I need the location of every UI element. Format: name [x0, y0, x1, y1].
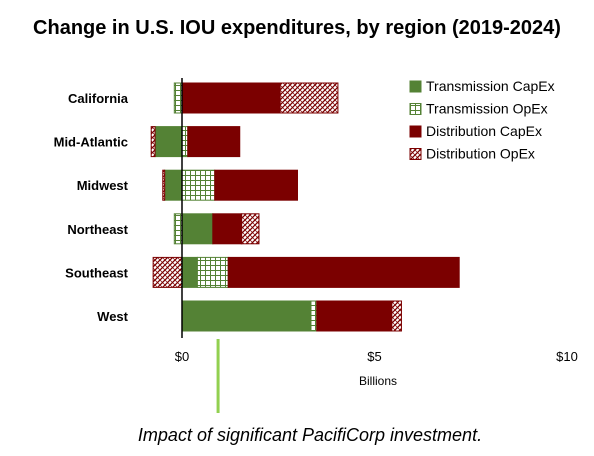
legend-label-distribution-opex: Distribution OpEx [426, 146, 535, 162]
x-tick-label: $10 [556, 349, 578, 364]
legend-swatch-transmission-opex [409, 103, 422, 115]
bar-west-distribution-opex [391, 300, 402, 332]
category-labels: California Mid-Atlantic Midwest Northeast So… [54, 91, 129, 324]
bar-california-distribution-capex [181, 82, 281, 114]
bar-mid-atlantic-distribution-capex [187, 126, 241, 158]
chart-title: Change in U.S. IOU expenditures, by regi… [33, 17, 561, 39]
bar-midwest-transmission-opex [181, 169, 216, 201]
bar-southeast-transmission-capex [181, 256, 198, 288]
legend-swatch-distribution-opex [409, 148, 422, 160]
bar-midwest-distribution-opex [162, 169, 166, 201]
bar-mid-atlantic-transmission-opex [181, 126, 189, 158]
category-label-midwest: Midwest [77, 178, 129, 193]
bar-southeast-transmission-opex [196, 256, 229, 288]
legend: Transmission CapEx Transmission OpEx Distr… [409, 78, 555, 162]
x-tick-label: $5 [367, 349, 381, 364]
bar-mid-atlantic-distribution-opex [150, 126, 156, 158]
legend-label-transmission-capex: Transmission CapEx [426, 78, 555, 94]
legend-label-distribution-capex: Distribution CapEx [426, 123, 542, 139]
category-label-california: California [68, 91, 129, 106]
category-label-southeast: Southeast [65, 265, 129, 280]
bar-mid-atlantic-transmission-capex [154, 126, 183, 158]
annotation-caption: Impact of significant PacifiCorp investm… [138, 425, 482, 445]
category-label-northeast: Northeast [67, 222, 128, 237]
bar-northeast-distribution-opex [241, 213, 260, 245]
bars-layer [150, 82, 460, 332]
x-tick-label: $0 [175, 349, 189, 364]
bar-west-transmission-capex [181, 300, 312, 332]
bar-northeast-transmission-opex [173, 213, 183, 245]
bar-southeast-distribution-capex [227, 256, 460, 288]
category-label-mid-atlantic: Mid-Atlantic [54, 135, 128, 150]
bar-northeast-distribution-capex [212, 213, 243, 245]
legend-label-transmission-opex: Transmission OpEx [426, 101, 548, 117]
bar-california-distribution-opex [279, 82, 339, 114]
bar-west-distribution-capex [316, 300, 393, 332]
bar-northeast-transmission-capex [181, 213, 214, 245]
x-axis-label: Billions [359, 374, 397, 388]
bar-midwest-transmission-capex [164, 169, 183, 201]
bar-midwest-distribution-capex [214, 169, 299, 201]
category-label-west: West [97, 309, 128, 324]
legend-swatch-transmission-capex [409, 80, 422, 93]
x-tick-labels: $0 $5 $10 [175, 349, 578, 364]
bar-southeast-distribution-opex [152, 256, 183, 288]
legend-swatch-distribution-capex [409, 125, 422, 138]
bar-west-transmission-opex [310, 300, 318, 332]
bar-california-transmission-opex [173, 82, 183, 114]
